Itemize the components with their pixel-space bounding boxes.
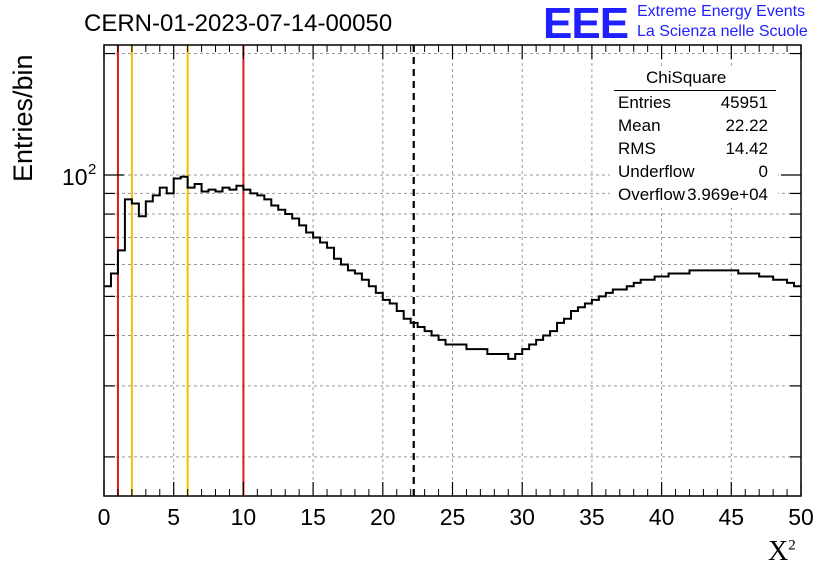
- x-tick-label: 15: [300, 504, 326, 530]
- x-axis-label-base: X: [768, 536, 789, 567]
- stats-label-entries: Entries: [618, 93, 671, 112]
- stats-value-overflow: 3.969e+04: [687, 185, 768, 204]
- logo-caption-line2: La Scienza nelle Scuole: [637, 23, 808, 40]
- stats-value-mean: 22.22: [725, 116, 768, 135]
- stats-value-entries: 45951: [720, 93, 768, 112]
- eee-logo: EEE: [543, 0, 629, 48]
- logo-caption-line1: Extreme Energy Events: [637, 3, 806, 20]
- x-tick-label: 25: [440, 504, 466, 530]
- stats-value-rms: 14.42: [725, 139, 768, 158]
- stats-label-mean: Mean: [618, 116, 661, 135]
- x-tick-label: 40: [649, 504, 675, 530]
- y-tick-label-exponent: 2: [88, 161, 96, 178]
- stats-label-underflow: Underflow: [618, 162, 695, 181]
- y-tick-label: 10 2: [62, 161, 96, 190]
- x-tick-label: 35: [579, 504, 605, 530]
- x-tick-label: 20: [370, 504, 396, 530]
- x-tick-labels: 0 5 10 15 20 25 30 35 40 45 50: [98, 504, 814, 530]
- x-tick-label: 30: [509, 504, 535, 530]
- x-tick-label: 0: [98, 504, 111, 530]
- x-tick-label: 5: [167, 504, 180, 530]
- x-tick-label: 45: [719, 504, 745, 530]
- x-tick-label: 50: [788, 504, 814, 530]
- x-axis-label-superscript: 2: [788, 537, 796, 554]
- axis-ticks: [103, 45, 802, 496]
- grid-lines: [104, 45, 801, 496]
- stats-box: ChiSquare Entries 45951 Mean 22.22 RMS 1…: [610, 66, 778, 208]
- stats-label-rms: RMS: [618, 139, 656, 158]
- y-tick-label-mantissa: 10: [62, 164, 88, 190]
- stats-title: ChiSquare: [646, 68, 727, 87]
- stats-value-underflow: 0: [758, 162, 768, 181]
- x-axis-label: X2: [768, 536, 796, 568]
- histogram-line: [104, 175, 801, 360]
- chart-title: CERN-01-2023-07-14-00050: [84, 10, 393, 37]
- vertical-markers: [116, 45, 415, 496]
- stats-label-overflow: Overflow: [618, 185, 686, 204]
- y-axis-label: Entries/bin: [8, 54, 38, 182]
- x-tick-label: 10: [231, 504, 257, 530]
- stats-divider: [614, 90, 776, 91]
